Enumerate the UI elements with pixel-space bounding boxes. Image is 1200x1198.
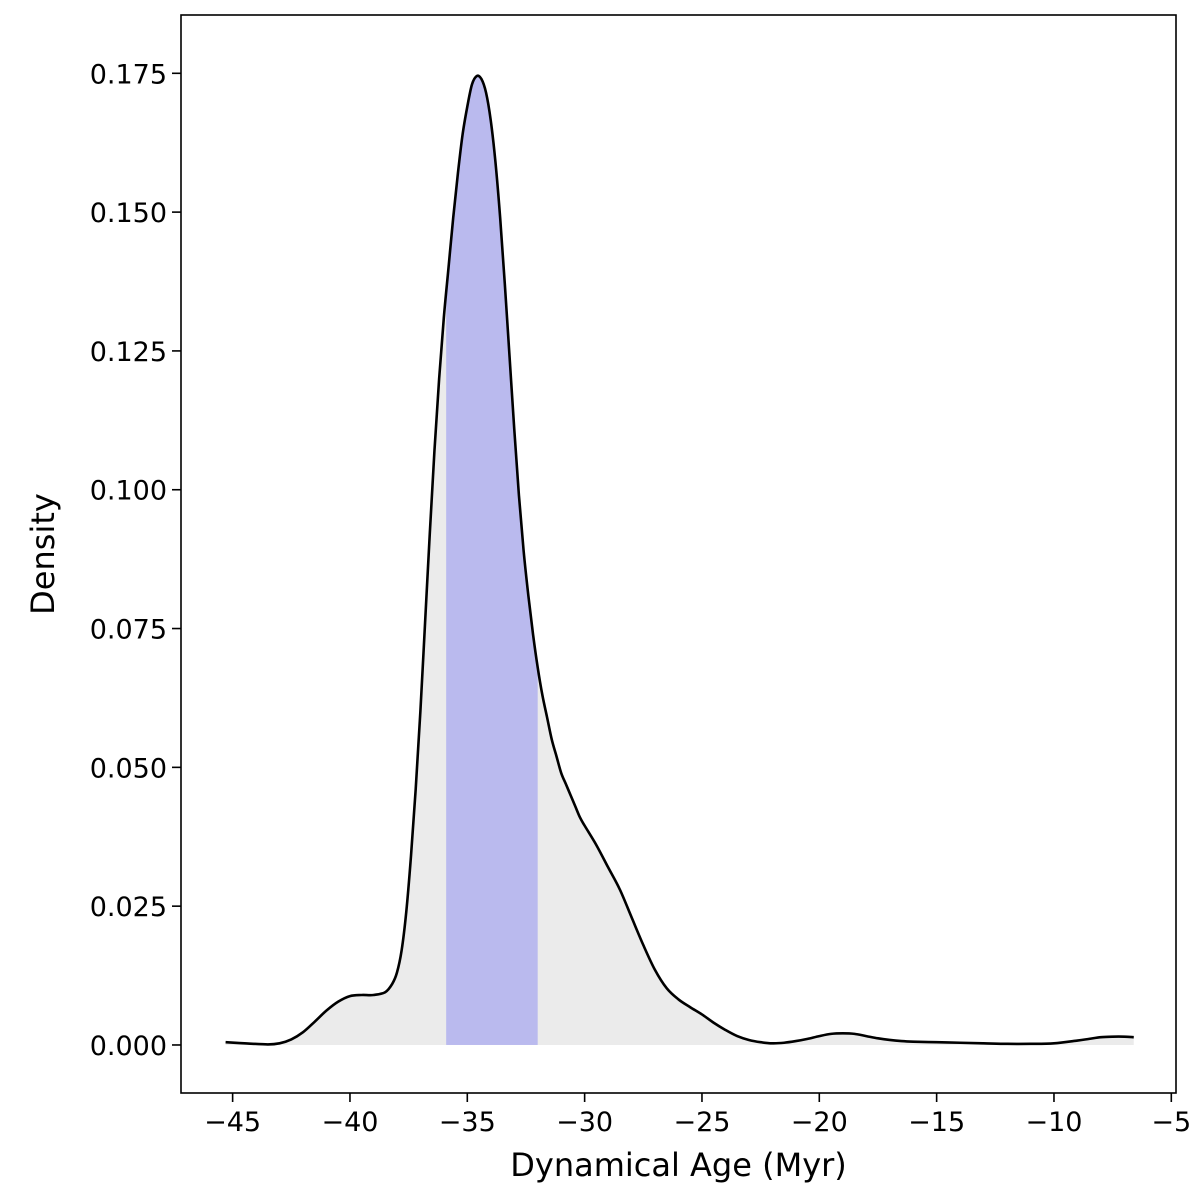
axes: −45 −40 −35 −30 −25 −20 −15 −10 −5 0.000 0.025 0.05…: [90, 14, 1191, 1138]
y-tick-label: 0.175: [90, 59, 167, 90]
x-axis-label: Dynamical Age (Myr): [510, 1146, 847, 1184]
y-tick-label: 0.050: [90, 753, 167, 784]
x-tick-label: −15: [908, 1107, 965, 1138]
y-tick-label: 0.000: [90, 1031, 167, 1062]
plot-frame: [180, 14, 1177, 1094]
y-tick-label: 0.075: [90, 615, 167, 646]
highlight-interval-band: [446, 75, 538, 1045]
x-tick-label: −20: [791, 1107, 848, 1138]
y-tick-label: 0.025: [90, 892, 167, 923]
x-tick-label: −10: [1025, 1107, 1082, 1138]
plot-area: [225, 74, 1134, 1046]
y-tick-label: 0.150: [90, 198, 167, 229]
density-curve: [225, 74, 1134, 1046]
x-tick-label: −25: [673, 1107, 730, 1138]
x-tick-label: −40: [321, 1107, 378, 1138]
x-tick-label: −35: [439, 1107, 496, 1138]
y-tick-label: 0.100: [90, 476, 167, 507]
x-tick-label: −30: [556, 1107, 613, 1138]
x-tick-label: −5: [1151, 1107, 1191, 1138]
y-axis-label: Density: [24, 493, 62, 615]
x-tick-label: −45: [204, 1107, 261, 1138]
y-tick-label: 0.125: [90, 337, 167, 368]
density-area: [225, 75, 1134, 1045]
